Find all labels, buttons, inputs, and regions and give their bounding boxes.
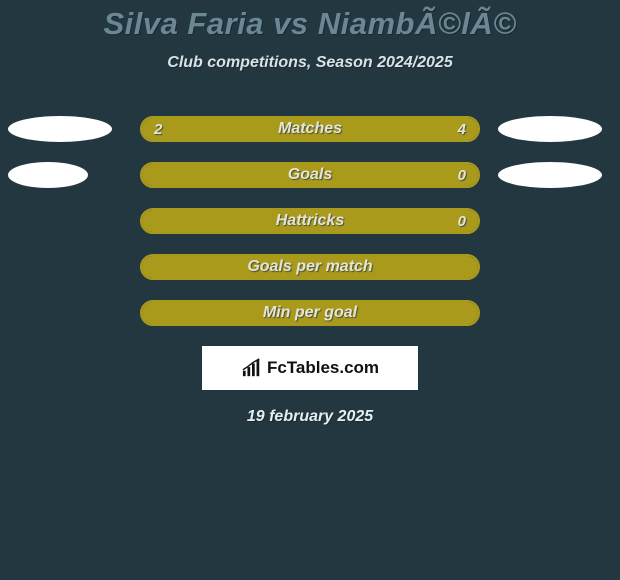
date-text: 19 february 2025 [0,408,620,426]
stat-bar-fill-left [142,256,478,278]
stat-rows: 24Matches 0Goals 0Hattricks Goals per match… [0,116,620,326]
stat-row: 0Goals [0,162,620,188]
stat-bar-fill-left [142,164,478,186]
stat-row: 24Matches [0,116,620,142]
stat-bar: Goals per match [140,254,480,280]
brand-box: FcTables.com [202,346,418,390]
subtitle: Club competitions, Season 2024/2025 [0,54,620,72]
bar-chart-icon [241,358,263,378]
player-left-ellipse [8,162,88,188]
player-right-ellipse [498,162,602,188]
comparison-infographic: Silva Faria vs NiambÃ©lÃ© Club competiti… [0,0,620,580]
player-left-ellipse [8,116,112,142]
stat-bar: Min per goal [140,300,480,326]
stat-bar: 24Matches [140,116,480,142]
page-title: Silva Faria vs NiambÃ©lÃ© [0,6,620,42]
stat-bar: 0Hattricks [140,208,480,234]
stat-bar-fill-right [253,118,478,140]
stat-row: Goals per match [0,254,620,280]
player-right-ellipse [498,116,602,142]
brand-text: FcTables.com [267,358,379,378]
stat-row: Min per goal [0,300,620,326]
stat-row: 0Hattricks [0,208,620,234]
stat-bar-fill-left [142,210,478,232]
stat-bar: 0Goals [140,162,480,188]
stat-bar-fill-left [142,118,253,140]
stat-bar-fill-left [142,302,478,324]
